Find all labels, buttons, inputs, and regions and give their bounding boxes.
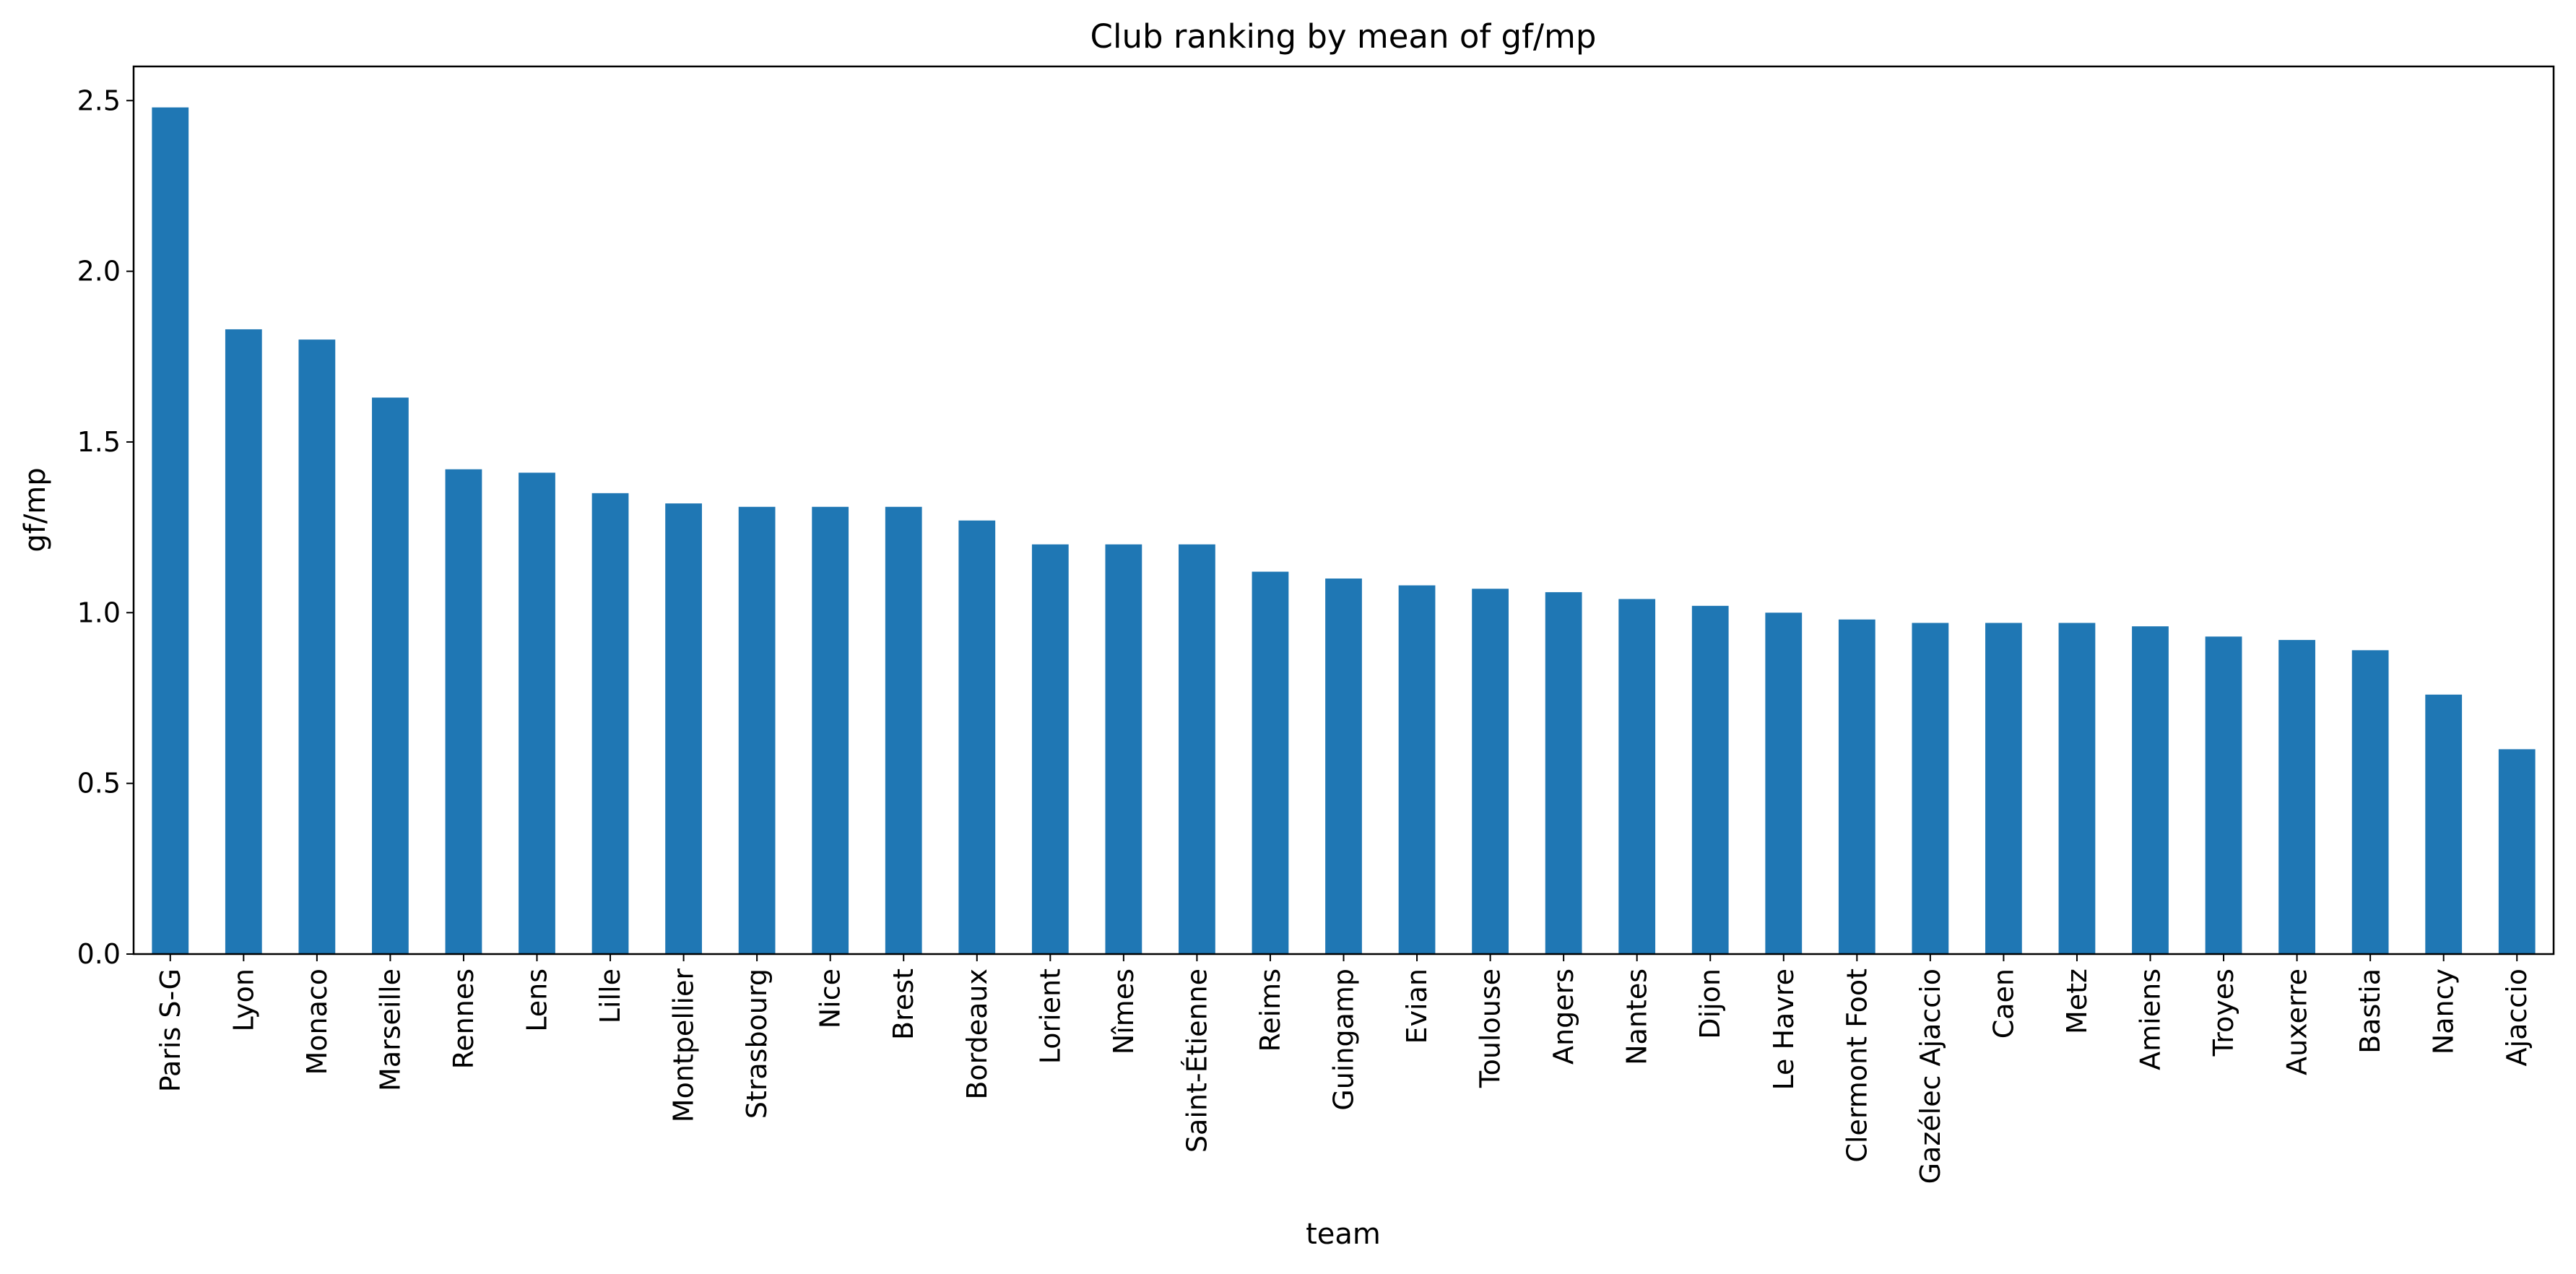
x-tick-label: Lille [594, 968, 626, 1023]
x-tick-label: Amiens [2135, 968, 2167, 1070]
bar [2498, 749, 2536, 954]
bar [2058, 623, 2096, 954]
x-tick-label: Marseille [374, 968, 406, 1091]
bar [1252, 571, 1289, 954]
x-axis: Paris S-G Lyon Monaco Marseille Rennes Lens Li… [155, 954, 2533, 1184]
x-tick-label: Rennes [448, 968, 480, 1069]
x-tick-label: Guingamp [1328, 968, 1360, 1111]
y-axis: 0.0 0.5 1.0 1.5 2.0 2.5 [77, 84, 134, 970]
x-tick-label: Caen [1987, 968, 2019, 1039]
x-tick-label: Nîmes [1108, 968, 1140, 1054]
x-tick-label: Paris S-G [155, 968, 186, 1092]
bar [1765, 612, 1803, 954]
x-tick-label: Troyes [2208, 968, 2239, 1057]
x-tick-label: Montpellier [668, 968, 700, 1123]
x-tick-label: Le Havre [1768, 968, 1800, 1090]
bar [665, 503, 702, 954]
x-tick-label: Brest [888, 968, 919, 1040]
x-tick-label: Bastia [2354, 968, 2386, 1054]
x-tick-label: Lorient [1034, 968, 1066, 1064]
x-tick-label: Lens [521, 968, 553, 1032]
x-tick-label: Metz [2061, 968, 2093, 1034]
bar [1179, 544, 1215, 954]
y-tick-label: 2.0 [77, 256, 121, 287]
y-tick-label: 0.5 [77, 768, 121, 800]
bar [1545, 592, 1582, 954]
bar [372, 397, 409, 954]
bar [152, 107, 189, 954]
x-tick-label: Clermont Foot [1841, 968, 1873, 1163]
x-tick-label: Angers [1548, 968, 1579, 1065]
bar [1031, 544, 1069, 954]
y-tick-label: 1.0 [77, 597, 121, 628]
x-tick-label: Lyon [227, 968, 259, 1032]
bar [2351, 650, 2389, 954]
y-tick-label: 1.5 [77, 426, 121, 458]
x-tick-label: Ajaccio [2501, 968, 2533, 1066]
bar [1618, 599, 1656, 954]
bar [1691, 605, 1729, 954]
bar [2132, 626, 2169, 954]
x-tick-label: Monaco [301, 968, 333, 1075]
bar [812, 506, 849, 954]
x-tick-label: Nancy [2428, 968, 2460, 1054]
bar [1105, 544, 1142, 954]
bar [1985, 623, 2022, 954]
bar [1838, 619, 1875, 954]
x-tick-label: Dijon [1694, 968, 1726, 1039]
bar [885, 506, 922, 954]
x-tick-label: Bordeaux [961, 968, 993, 1100]
bar [958, 520, 996, 954]
y-tick-label: 2.5 [77, 84, 121, 116]
bar [2278, 640, 2315, 954]
bar [1325, 578, 1362, 954]
x-tick-label: Nantes [1621, 968, 1653, 1065]
bar [2205, 636, 2242, 954]
y-axis-label: gf/mp [19, 467, 52, 552]
x-axis-label: team [1306, 1218, 1381, 1251]
x-tick-label: Saint-Étienne [1181, 968, 1213, 1153]
bar [298, 339, 336, 955]
bar [445, 469, 482, 954]
x-tick-label: Strasbourg [741, 968, 773, 1119]
bar [1398, 585, 1436, 954]
x-tick-label: Reims [1254, 968, 1286, 1052]
x-tick-label: Evian [1401, 968, 1433, 1044]
bar [1472, 589, 1509, 954]
bar [591, 493, 629, 954]
plot-frame [132, 65, 2555, 956]
x-tick-label: Gazélec Ajaccio [1914, 968, 1946, 1184]
bar [519, 472, 555, 954]
bar [225, 329, 262, 954]
x-tick-label: Toulouse [1475, 968, 1506, 1088]
chart-title: Club ranking by mean of gf/mp [1090, 17, 1597, 56]
bar [2425, 694, 2463, 954]
x-tick-label: Nice [815, 968, 846, 1028]
bar [1912, 623, 1949, 954]
x-tick-label: Auxerre [2281, 968, 2313, 1075]
bar [738, 506, 776, 954]
y-tick-label: 0.0 [77, 938, 121, 970]
bars-group [152, 107, 2536, 955]
